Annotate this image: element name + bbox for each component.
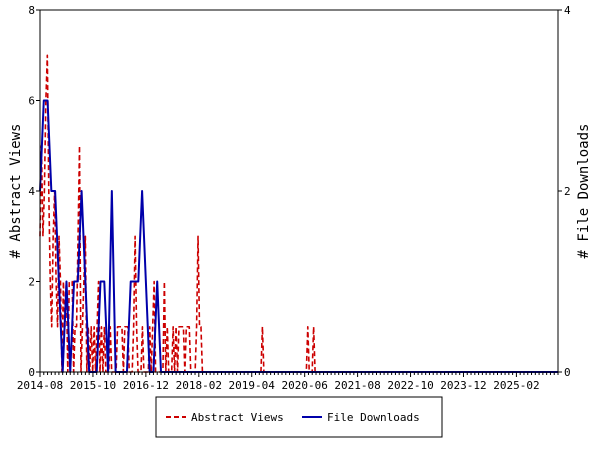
- x-tick-label: 2014-08: [17, 379, 63, 392]
- y-left-tick-label: 2: [28, 276, 35, 289]
- x-tick-label: 2019-04: [229, 379, 276, 392]
- y-left-tick-label: 0: [28, 366, 35, 379]
- y-left-tick-label: 6: [28, 95, 35, 108]
- y-left-tick-label: 8: [28, 4, 35, 17]
- plot-frame: [39, 9, 559, 373]
- x-tick-label: 2015-10: [70, 379, 116, 392]
- x-tick-label: 2022-10: [387, 379, 433, 392]
- y-right-tick-label: 4: [564, 4, 571, 17]
- y-left-axis-title: # Abstract Views: [8, 124, 24, 259]
- legend-label-abstract-views: Abstract Views: [191, 411, 284, 424]
- x-tick-label: 2016-12: [123, 379, 169, 392]
- x-tick-label: 2025-02: [493, 379, 539, 392]
- x-tick-label: 2020-06: [281, 379, 327, 392]
- x-tick-label: 2023-12: [440, 379, 486, 392]
- legend: Abstract Views File Downloads: [155, 396, 443, 438]
- y-right-tick-label: 0: [564, 366, 571, 379]
- y-left-tick-label: 4: [28, 185, 35, 198]
- x-tick-label: 2018-02: [176, 379, 222, 392]
- y-right-tick-label: 2: [564, 185, 571, 198]
- series-line-abstract-views: [39, 54, 558, 373]
- y-right-axis-title: # File Downloads: [576, 124, 592, 259]
- series-line-file-downloads: [39, 99, 558, 373]
- x-tick-label: 2021-08: [334, 379, 380, 392]
- legend-box: [155, 396, 443, 438]
- legend-label-file-downloads: File Downloads: [327, 411, 420, 424]
